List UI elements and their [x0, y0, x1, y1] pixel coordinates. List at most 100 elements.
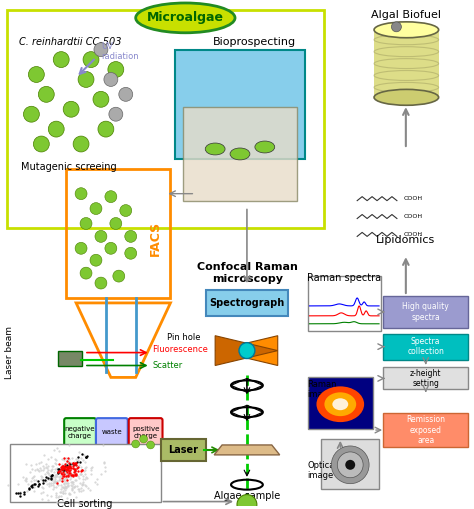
Point: [83, 474, 91, 482]
Point: [35, 479, 43, 488]
Point: [63, 463, 71, 471]
Point: [39, 477, 47, 485]
Point: [23, 487, 31, 495]
Circle shape: [125, 231, 137, 242]
Point: [45, 474, 53, 483]
Point: [62, 465, 69, 473]
Point: [59, 483, 67, 491]
Point: [82, 463, 90, 471]
Point: [30, 487, 37, 495]
Point: [45, 468, 52, 476]
Point: [64, 471, 72, 479]
Point: [53, 470, 61, 478]
Text: Raman spectra: Raman spectra: [307, 273, 381, 283]
Point: [47, 475, 55, 484]
Point: [80, 450, 88, 459]
Polygon shape: [215, 336, 278, 365]
Text: FACS: FACS: [149, 221, 162, 256]
Point: [89, 463, 96, 471]
Point: [87, 470, 95, 478]
Point: [43, 463, 50, 471]
Point: [76, 479, 83, 488]
Point: [74, 485, 82, 493]
Point: [63, 462, 71, 470]
Point: [63, 473, 70, 482]
Point: [65, 462, 73, 470]
Point: [82, 480, 89, 489]
Point: [79, 472, 86, 480]
Polygon shape: [214, 445, 280, 455]
Point: [97, 470, 105, 478]
Point: [60, 479, 68, 488]
Text: Laser: Laser: [168, 445, 198, 455]
Point: [100, 458, 108, 466]
Point: [39, 488, 47, 496]
Point: [58, 464, 65, 472]
Point: [63, 473, 70, 482]
Ellipse shape: [230, 148, 250, 160]
Point: [64, 468, 71, 476]
Point: [64, 463, 72, 471]
Point: [48, 462, 56, 470]
Point: [76, 485, 83, 493]
Point: [57, 465, 65, 473]
Point: [62, 463, 70, 471]
Point: [56, 464, 64, 472]
Circle shape: [104, 72, 118, 87]
Point: [15, 479, 22, 488]
Point: [87, 466, 95, 474]
Point: [63, 466, 70, 474]
Point: [60, 485, 68, 493]
Point: [61, 461, 68, 469]
Point: [22, 460, 30, 468]
Point: [67, 459, 75, 467]
Point: [34, 476, 42, 485]
Point: [61, 489, 69, 497]
Point: [50, 446, 58, 454]
Point: [38, 483, 46, 491]
Point: [40, 451, 48, 459]
Point: [65, 462, 73, 470]
Point: [56, 475, 64, 484]
Point: [58, 465, 66, 473]
Point: [48, 471, 56, 479]
Point: [62, 469, 70, 477]
Text: UV
radiation: UV radiation: [101, 42, 138, 62]
Circle shape: [33, 136, 49, 152]
Point: [47, 467, 55, 475]
Ellipse shape: [374, 22, 438, 38]
Point: [101, 467, 109, 475]
Point: [51, 459, 59, 467]
Point: [51, 472, 58, 480]
Point: [76, 470, 84, 478]
Point: [43, 491, 51, 499]
Point: [79, 450, 86, 458]
Point: [41, 476, 48, 485]
Point: [69, 459, 76, 467]
Point: [28, 481, 36, 489]
Point: [62, 459, 70, 467]
Point: [43, 468, 51, 476]
Point: [55, 473, 63, 481]
Point: [82, 453, 90, 461]
Point: [64, 472, 71, 480]
Point: [55, 492, 63, 500]
Circle shape: [105, 191, 117, 203]
Point: [24, 480, 32, 488]
Point: [17, 488, 24, 496]
Point: [71, 466, 79, 474]
Point: [70, 460, 77, 468]
Text: Scatter: Scatter: [153, 361, 183, 370]
Point: [63, 471, 71, 479]
Point: [47, 472, 55, 480]
Point: [57, 472, 64, 480]
Text: Lipidomics: Lipidomics: [376, 235, 436, 245]
Point: [77, 454, 85, 462]
Circle shape: [80, 217, 92, 230]
Point: [59, 477, 66, 486]
Point: [23, 476, 30, 485]
Point: [60, 464, 67, 472]
Point: [52, 478, 59, 487]
Point: [74, 463, 82, 471]
Point: [82, 453, 90, 461]
